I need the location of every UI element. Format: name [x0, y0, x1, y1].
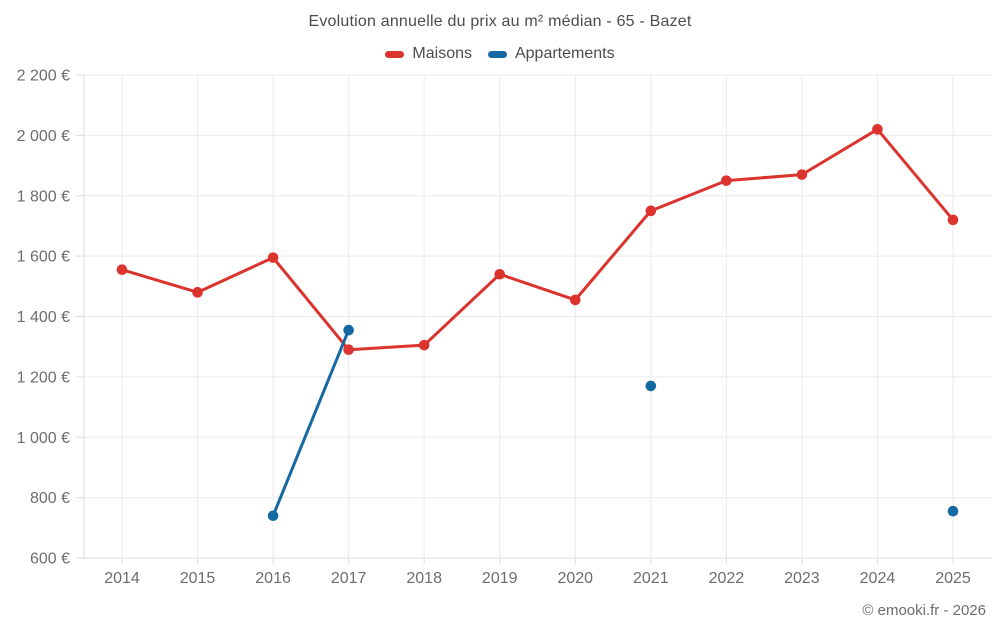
- x-axis-label: 2017: [331, 570, 367, 587]
- y-axis-label: 1 400 €: [17, 309, 70, 326]
- data-point-appartements-2025: [947, 505, 959, 517]
- y-axis-label: 1 800 €: [17, 188, 70, 205]
- data-point-appartements-2016: [267, 510, 279, 522]
- series-line-appartements: [271, 328, 351, 518]
- y-axis-label: 2 200 €: [17, 68, 70, 85]
- data-point-appartements-2021: [645, 380, 657, 392]
- legend-swatch-appartements-icon: [487, 50, 507, 58]
- data-point-maisons-2015: [192, 287, 203, 298]
- x-axis-label: 2016: [255, 570, 291, 587]
- data-point-maisons-2019: [494, 268, 506, 280]
- x-axis-label: 2024: [860, 570, 896, 587]
- x-axis-label: 2025: [935, 570, 971, 587]
- x-axis-label: 2022: [709, 570, 745, 587]
- x-axis-label: 2018: [406, 570, 442, 587]
- x-axis-label: 2019: [482, 570, 518, 587]
- legend-label-appartements: Appartements: [514, 45, 615, 62]
- data-point-appartements-2017: [343, 324, 354, 336]
- data-point-maisons-2023: [796, 169, 808, 180]
- y-axis-label: 600 €: [30, 551, 70, 568]
- data-point-maisons-2020: [569, 294, 581, 306]
- x-axis-label: 2023: [784, 570, 820, 587]
- x-axis-label: 2020: [557, 570, 593, 587]
- data-point-maisons-2017: [343, 344, 354, 356]
- data-point-maisons-2022: [721, 175, 732, 186]
- data-point-maisons-2018: [418, 339, 430, 351]
- data-point-maisons-2025: [947, 214, 959, 226]
- legend-item-appartements: Appartements: [487, 45, 615, 63]
- series-line-maisons: [120, 127, 955, 352]
- y-axis-label: 1 200 €: [17, 369, 70, 386]
- x-axis-label: 2014: [104, 570, 140, 587]
- legend-item-maisons: Maisons: [385, 45, 472, 63]
- data-point-maisons-2014: [116, 264, 128, 276]
- x-axis-label: 2015: [180, 570, 216, 587]
- y-axis-label: 800 €: [30, 490, 70, 507]
- data-point-maisons-2016: [267, 252, 279, 263]
- chart-legend: Maisons Appartements: [0, 45, 1000, 63]
- legend-swatch-maisons-icon: [385, 50, 405, 58]
- y-axis-label: 1 600 €: [17, 249, 70, 266]
- data-point-maisons-2024: [872, 124, 883, 135]
- legend-label-maisons: Maisons: [412, 45, 472, 62]
- page-title: Evolution annuelle du prix au m² médian …: [308, 13, 692, 30]
- data-point-maisons-2021: [645, 205, 657, 217]
- x-axis-label: 2021: [633, 570, 669, 587]
- y-axis-label: 2 000 €: [17, 128, 70, 145]
- footer-credit: © emooki.fr - 2026: [862, 602, 986, 619]
- y-axis-label: 1 000 €: [17, 430, 70, 447]
